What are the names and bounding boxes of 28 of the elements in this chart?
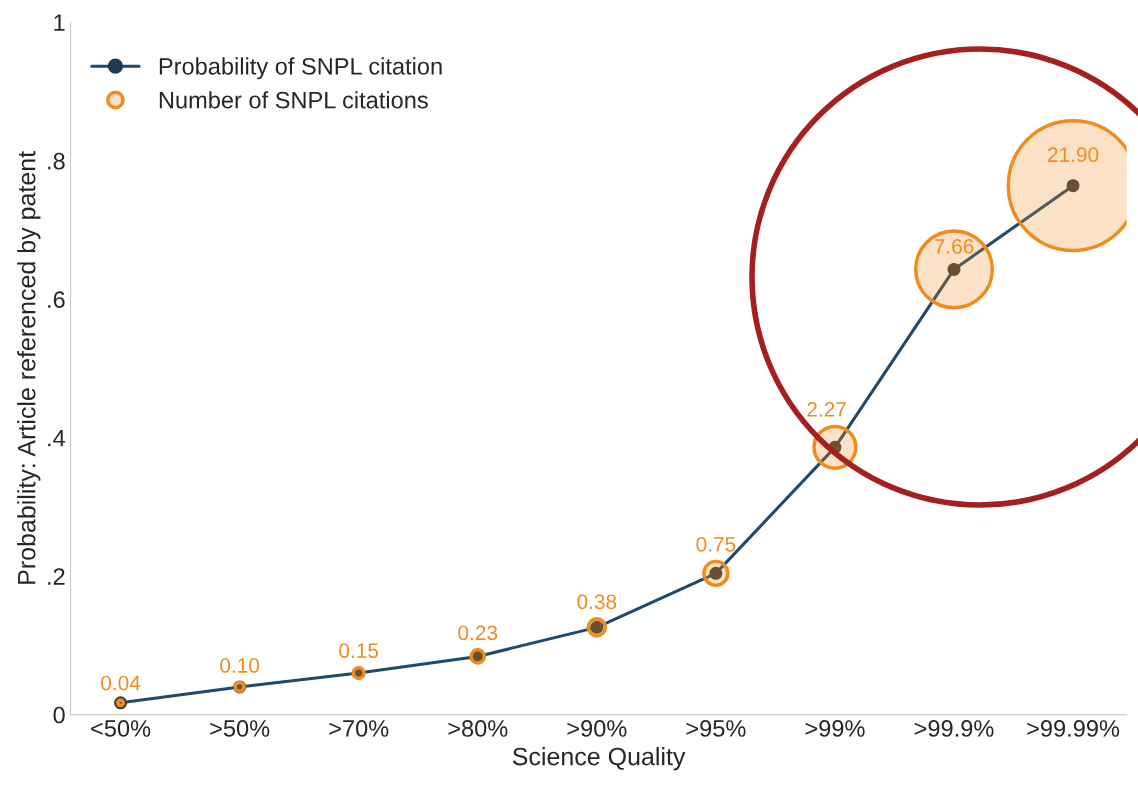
x-tick-label: >90% [567,720,627,737]
data-label: 2.27 [807,402,846,417]
y-axis-title: Probability: Article referenced by patent [17,151,41,584]
x-tick-label: >50% [210,720,270,737]
x-tick-label: >99.99% [1027,720,1120,737]
data-label: 0.04 [101,675,141,691]
x-tick-label: >95% [686,720,746,737]
y-tick-label: .2 [48,568,65,585]
data-label: 0.15 [339,643,379,659]
y-tick-label: .4 [48,429,66,447]
data-label: 21.90 [1048,147,1099,163]
x-tick-label: <50% [91,720,151,737]
data-label: 0.75 [696,536,736,552]
data-label: 7.66 [934,239,974,254]
y-tick-label: 1 [54,14,65,31]
x-tick-label: >99% [805,720,865,737]
legend-label: Probability of SNPL citation [159,57,442,80]
y-tick-label: .8 [48,152,65,170]
y-tick-label: 0 [53,706,65,724]
legend-label: Number of SNPL citations [159,91,428,109]
y-tick-label: .6 [48,291,65,308]
x-tick-label: >99.9% [914,720,994,737]
data-label: 0.23 [458,625,498,641]
data-label: 0.38 [577,594,617,610]
x-tick-label: >70% [329,720,389,737]
x-axis-title: Science Quality [512,747,686,771]
data-label: 0.10 [220,658,260,673]
x-tick-label: >80% [448,720,508,737]
